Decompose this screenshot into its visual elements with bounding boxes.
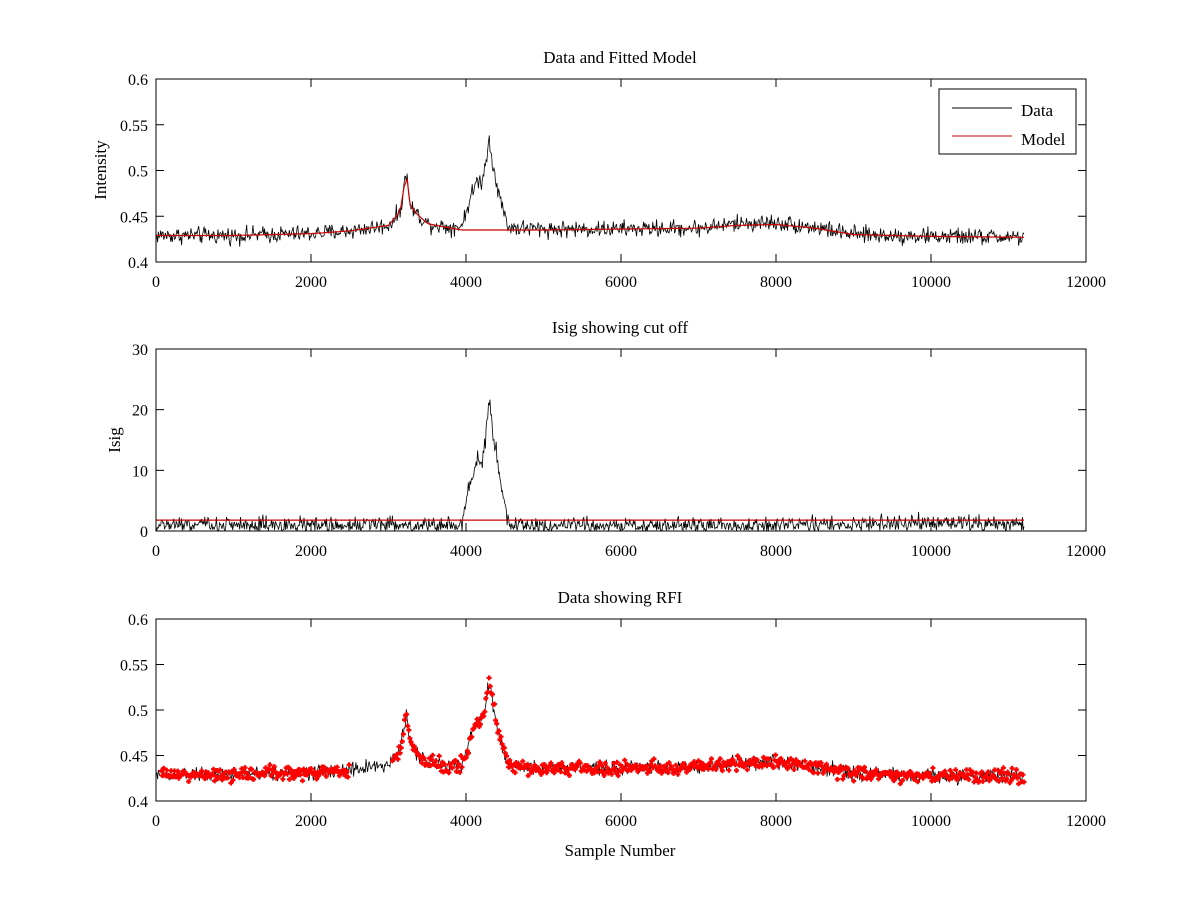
panel-title: Data showing RFI (558, 588, 683, 607)
panel-isig-showing-cut-off: Isig showing cut off Isig 0 2000 4000 6000 8… (105, 318, 1106, 560)
x-tick-label: 10000 (911, 543, 951, 560)
plot-area: 0 2000 4000 6000 8000 10000 12000 0.4 0.45 0.5 0.5… (120, 72, 1106, 291)
x-tick-label: 12000 (1066, 543, 1106, 560)
y-tick-label: 0.45 (120, 209, 148, 226)
x-tick-label: 12000 (1066, 813, 1106, 830)
y-tick-label: 30 (132, 342, 148, 359)
x-tick-label: 0 (152, 274, 160, 291)
y-tick-label: 0.5 (128, 164, 148, 181)
x-tick-label: 4000 (450, 543, 482, 560)
x-tick-label: 6000 (605, 543, 637, 560)
y-tick-label: 0.4 (128, 255, 148, 272)
plot-area: 0 2000 4000 6000 8000 10000 12000 0.4 0.45 0.5 0.5… (120, 612, 1106, 830)
x-tick-label: 8000 (760, 543, 792, 560)
y-tick-label: 0.45 (120, 749, 148, 766)
x-tick-label: 2000 (295, 813, 327, 830)
series-rfi-markers (158, 675, 1027, 787)
x-tick-label: 0 (152, 543, 160, 560)
legend-label-data: Data (1021, 101, 1054, 120)
x-tick-label: 8000 (760, 274, 792, 291)
y-axis-label: Intensity (91, 140, 110, 200)
legend-box (938, 88, 1077, 155)
series-group (156, 135, 1025, 247)
x-tick-label: 2000 (295, 543, 327, 560)
series-model-line (156, 178, 1024, 238)
panel-title: Isig showing cut off (552, 318, 688, 337)
x-tick-label: 12000 (1066, 274, 1106, 291)
x-tick-label: 6000 (605, 813, 637, 830)
plot-area: 0 2000 4000 6000 8000 10000 12000 0 10 20 30 (132, 342, 1106, 560)
x-tick-label: 4000 (450, 813, 482, 830)
y-tick-label: 0.55 (120, 118, 148, 135)
y-tick-label: 20 (132, 403, 148, 420)
x-tick-label: 0 (152, 813, 160, 830)
legend-label-model: Model (1021, 130, 1066, 149)
y-tick-label: 0 (140, 524, 148, 541)
y-tick-label: 0.6 (128, 72, 148, 89)
x-tick-label: 2000 (295, 274, 327, 291)
y-tick-label: 0.4 (128, 794, 148, 811)
panel-data-and-fitted-model: Data and Fitted Model Intensity 0 2000 400… (91, 48, 1106, 291)
y-tick-label: 0.6 (128, 612, 148, 629)
series-group (156, 675, 1027, 787)
x-axis-label: Sample Number (565, 841, 676, 860)
x-tick-label: 8000 (760, 813, 792, 830)
y-axis-label: Isig (105, 427, 124, 453)
x-tick-label: 10000 (911, 274, 951, 291)
y-tick-label: 0.5 (128, 703, 148, 720)
legend: Data Model (938, 88, 1077, 155)
y-tick-label: 10 (132, 463, 148, 480)
x-tick-label: 6000 (605, 274, 637, 291)
x-tick-label: 10000 (911, 813, 951, 830)
y-tick-label: 0.55 (120, 658, 148, 675)
panel-data-showing-rfi: Data showing RFI Sample Number 0 2000 4000… (120, 588, 1106, 860)
x-tick-label: 4000 (450, 274, 482, 291)
panel-title: Data and Fitted Model (543, 48, 697, 67)
